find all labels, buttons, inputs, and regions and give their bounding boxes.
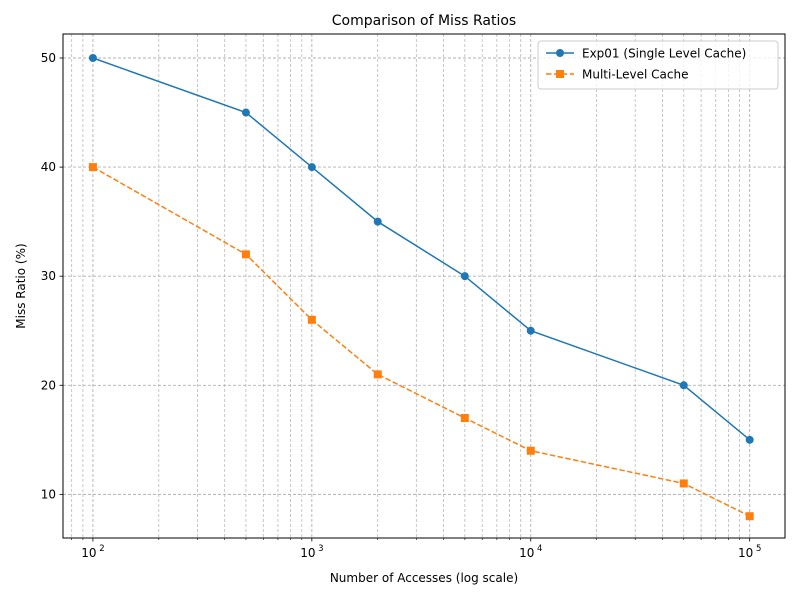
legend-label: Exp01 (Single Level Cache) (582, 47, 746, 61)
data-point (88, 54, 97, 62)
x-tick-label: 10 (519, 546, 534, 560)
data-point (88, 163, 97, 172)
legend-marker (556, 70, 564, 78)
data-point (679, 479, 688, 488)
data-point (241, 250, 250, 259)
series-1 (88, 54, 754, 444)
legend-box (537, 40, 779, 90)
data-point (241, 108, 250, 117)
x-tick-label: 10 (81, 546, 96, 560)
data-point (460, 272, 469, 281)
y-tick-label: 40 (41, 160, 56, 174)
data-point (307, 163, 316, 172)
series-2 (88, 163, 754, 521)
legend-item: Exp01 (Single Level Cache) (546, 47, 746, 61)
x-tick-exponent: 2 (99, 544, 104, 554)
data-point (526, 326, 535, 335)
legend-label: Multi-Level Cache (582, 68, 688, 82)
chart-title: Comparison of Miss Ratios (332, 13, 516, 29)
y-tick-label: 10 (41, 487, 56, 501)
y-tick-label: 20 (41, 378, 56, 392)
legend-item: Multi-Level Cache (546, 68, 688, 82)
x-tick-label: 10 (300, 546, 315, 560)
y-axis-label: Miss Ratio (%) (14, 243, 28, 328)
x-tick-exponent: 4 (537, 544, 542, 554)
x-axis-label: Number of Accesses (log scale) (330, 571, 518, 585)
legend: Exp01 (Single Level Cache) Multi-Level Ca… (537, 40, 779, 90)
data-point (373, 370, 382, 379)
data-point (745, 512, 754, 521)
series-line (92, 166, 751, 517)
data-point (460, 414, 469, 422)
plot-frame (62, 33, 786, 539)
data-point (373, 217, 382, 226)
data-point (307, 315, 316, 324)
data-point (745, 435, 754, 444)
series-layer (88, 54, 754, 521)
x-tick-exponent: 5 (756, 544, 761, 554)
x-tick-exponent: 3 (318, 544, 323, 554)
data-point (526, 446, 535, 455)
y-tick-label: 30 (41, 269, 56, 283)
x-tick-label: 10 (738, 546, 753, 560)
series-line (92, 57, 751, 441)
legend-marker (556, 49, 564, 57)
data-point (679, 381, 688, 390)
y-tick-label: 50 (41, 51, 56, 65)
